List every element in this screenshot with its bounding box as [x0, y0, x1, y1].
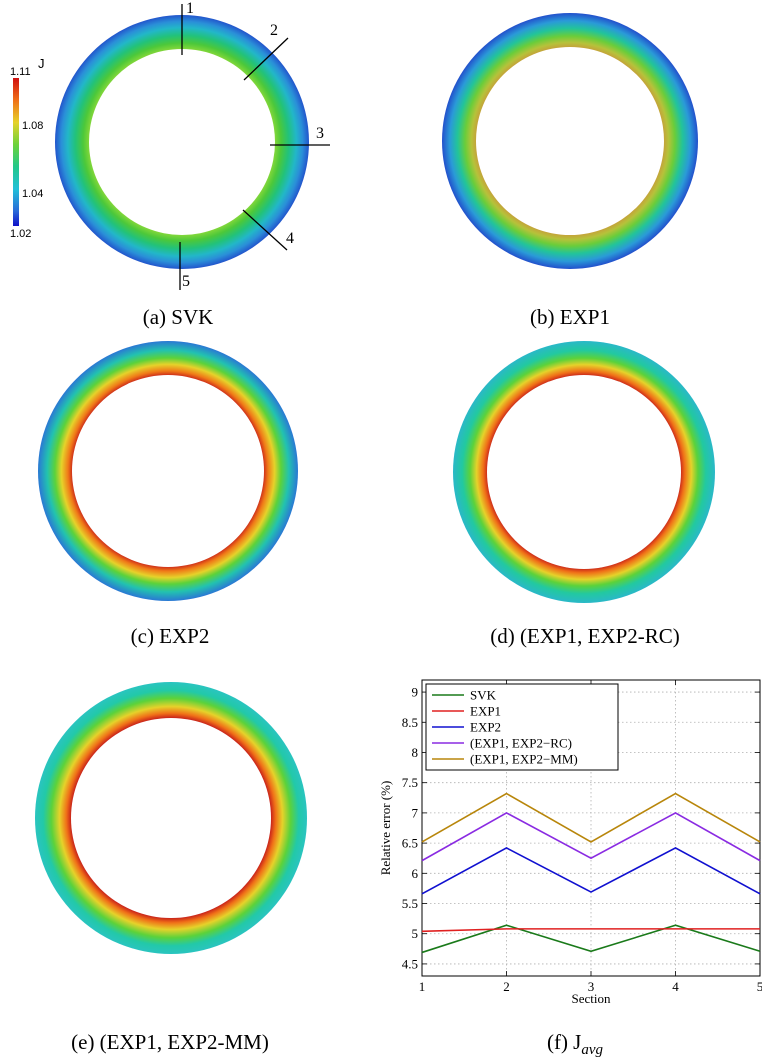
legend-label: (EXP1, EXP2−RC) — [470, 736, 572, 751]
caption-a: (a) SVK — [142, 305, 214, 329]
section-label-3: 3 — [316, 125, 324, 142]
caption-c: (c) EXP2 — [130, 624, 210, 648]
series-line — [421, 928, 760, 933]
caption-b: (b) EXP1 — [530, 305, 610, 329]
caption-d: (d) (EXP1, EXP2-RC) — [490, 624, 680, 648]
x-axis-label: Section — [572, 991, 611, 1006]
legend-label: EXP1 — [470, 704, 501, 719]
colorbar-tick: 1.08 — [22, 120, 44, 132]
x-tick-label: 4 — [672, 979, 679, 994]
series-line — [421, 847, 761, 895]
section-lines — [179, 4, 330, 290]
colorbar — [13, 78, 19, 226]
colorbar-tick: 1.04 — [22, 188, 44, 200]
caption-f: (f) Javg — [500, 1030, 650, 1059]
ring-plot-exp1-exp2-mm — [35, 682, 307, 954]
y-axis-label: Relative error (%) — [378, 781, 393, 876]
caption-f-main: (f) J — [546, 1030, 582, 1054]
y-tick-label: 5 — [412, 926, 419, 941]
y-tick-label: 9 — [412, 685, 419, 700]
y-tick-label: 6.5 — [402, 836, 418, 851]
y-tick-label: 6 — [412, 866, 419, 881]
y-tick-label: 8 — [412, 745, 419, 760]
y-tick-label: 4.5 — [402, 956, 418, 971]
ring-plot-exp1-exp2-rc — [453, 341, 715, 603]
line-chart-javg: 4.5 5 5.5 6 6.5 7 7.5 8 8.5 9 1 2 3 4 5 Section Relative… — [378, 679, 762, 1006]
series-line — [421, 811, 761, 862]
legend-label: EXP2 — [470, 720, 501, 735]
x-tick-label: 3 — [588, 979, 595, 994]
series-line — [421, 792, 761, 843]
y-tick-label: 7 — [412, 805, 419, 820]
caption-f-sub: avg — [581, 1042, 604, 1059]
section-label-2: 2 — [270, 22, 278, 39]
legend-label: (EXP1, EXP2−MM) — [470, 752, 578, 767]
section-label-4: 4 — [286, 230, 294, 247]
x-tick-label: 2 — [503, 979, 510, 994]
y-tick-label: 5.5 — [402, 896, 418, 911]
y-tick-label: 8.5 — [402, 715, 418, 730]
legend-label: SVK — [470, 688, 497, 703]
colorbar-tick-max: 1.11 — [10, 66, 31, 78]
x-tick-label: 1 — [419, 979, 426, 994]
colorbar-tick-min: 1.02 — [10, 228, 32, 240]
plot-frame — [421, 679, 761, 977]
section-label-5: 5 — [182, 273, 190, 290]
section-label-1: 1 — [186, 0, 194, 17]
caption-e: (e) (EXP1, EXP2-MM) — [71, 1030, 269, 1054]
ring-plot-exp2 — [38, 341, 298, 601]
x-tick-label: 5 — [757, 979, 762, 994]
colorbar-title: J — [38, 56, 45, 71]
ring-plot-exp1 — [442, 13, 698, 269]
y-tick-label: 7.5 — [402, 775, 418, 790]
series-line — [421, 924, 761, 954]
